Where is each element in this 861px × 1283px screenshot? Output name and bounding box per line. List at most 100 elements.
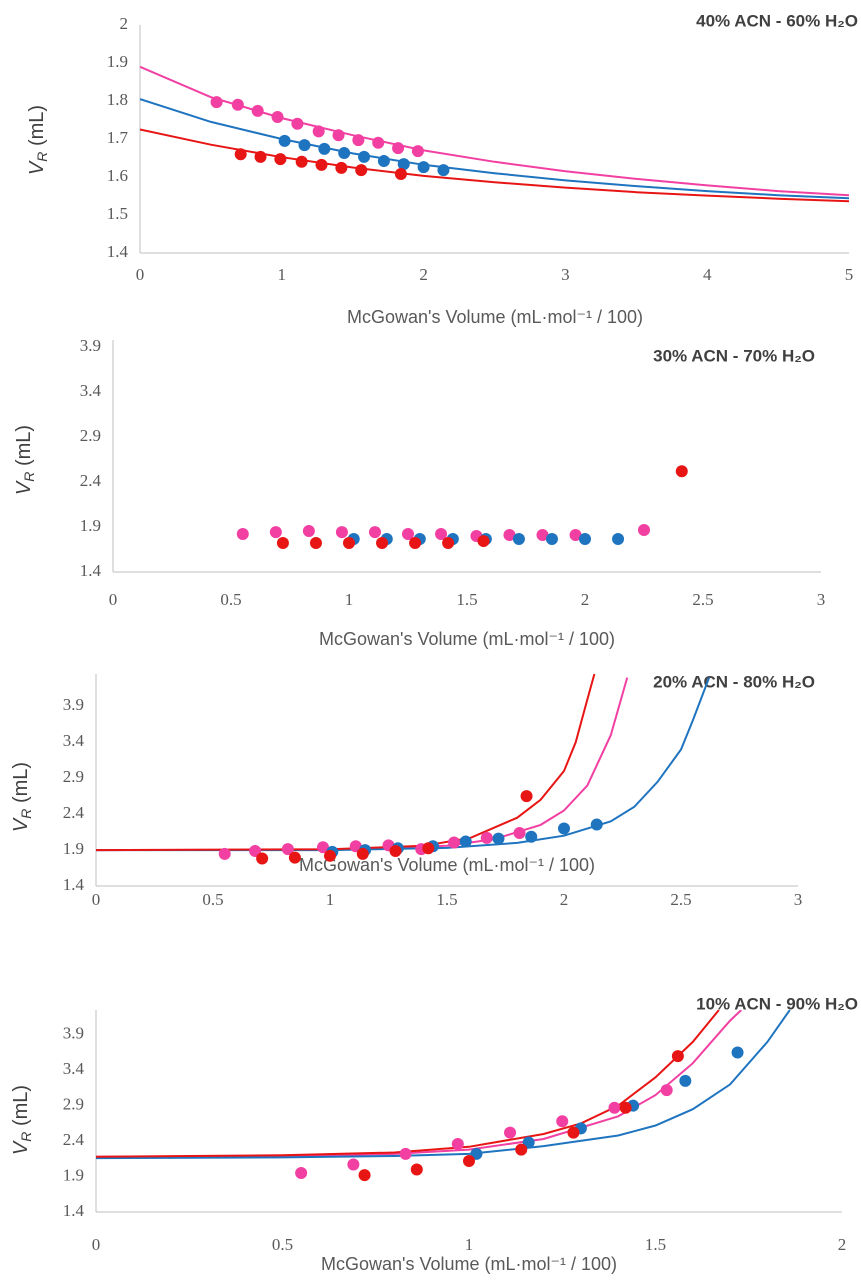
data-point	[504, 1126, 517, 1139]
x-tick-label: 0.5	[202, 890, 223, 909]
y-label-unit: (mL)	[26, 105, 48, 152]
y-tick-label: 1.7	[107, 128, 129, 147]
y-tick-label: 2.9	[80, 426, 101, 445]
data-point	[254, 150, 267, 163]
data-point	[231, 98, 244, 111]
data-point	[269, 526, 282, 539]
data-point	[338, 147, 351, 160]
data-point	[312, 125, 325, 138]
y-label-symbol: V	[10, 1140, 32, 1155]
x-tick-label: 0.5	[272, 1235, 293, 1254]
data-point	[358, 150, 371, 163]
data-point	[347, 1158, 360, 1171]
fit-line	[140, 98, 849, 200]
data-point	[288, 851, 301, 864]
x-tick-label: 1	[465, 1235, 474, 1254]
x-tick-label: 2	[419, 265, 428, 284]
x-axis-label: McGowan's Volume (mL·mol⁻¹ / 100)	[319, 629, 615, 649]
data-point	[567, 1126, 580, 1139]
fit-line	[96, 674, 596, 852]
data-point	[355, 164, 368, 177]
x-tick-label: 0.5	[220, 590, 241, 609]
data-point	[256, 852, 269, 865]
data-point	[459, 835, 472, 848]
data-point	[397, 158, 410, 171]
data-point	[520, 790, 533, 803]
y-label-subscript: R	[18, 1132, 34, 1142]
data-point	[470, 1147, 483, 1160]
data-point	[463, 1154, 475, 1167]
y-tick-label: 1.4	[63, 875, 85, 894]
fit-line	[96, 677, 711, 852]
data-point	[372, 136, 385, 149]
y-label-symbol: V	[26, 160, 48, 175]
data-point	[422, 842, 435, 855]
data-point	[608, 1101, 621, 1114]
x-tick-label: 3	[561, 265, 570, 284]
data-point	[278, 134, 291, 147]
data-point	[394, 167, 407, 180]
data-point	[349, 840, 362, 853]
data-point	[536, 529, 549, 542]
data-point	[295, 1167, 308, 1180]
x-tick-label: 5	[845, 265, 854, 284]
chart-title: 40% ACN - 60% H₂O	[696, 11, 858, 30]
data-point	[579, 532, 591, 545]
data-point	[402, 528, 414, 541]
y-tick-label: 3.9	[63, 1024, 84, 1043]
data-point	[343, 537, 355, 550]
data-point	[276, 537, 289, 550]
data-point	[545, 532, 558, 545]
y-label-unit: (mL)	[10, 762, 32, 809]
y-tick-label: 1.9	[80, 516, 101, 535]
y-label-symbol: V	[13, 480, 35, 495]
y-tick-label: 1.9	[107, 52, 128, 71]
data-point	[410, 1163, 423, 1176]
data-point	[442, 537, 455, 550]
chart: 1.4 1.5 1.6 1.7 1.8 1.9 2 0 1 2 3 4 5 McGowan's Volum…	[26, 11, 858, 326]
y-tick-label: 3.4	[63, 1059, 85, 1078]
data-point	[679, 1074, 692, 1087]
data-point	[638, 524, 650, 537]
data-point	[503, 529, 516, 542]
data-point	[399, 1147, 412, 1160]
y-tick-label: 3.9	[63, 695, 84, 714]
y-tick-label: 1.9	[63, 839, 84, 858]
data-point	[437, 164, 450, 177]
y-tick-label: 3.4	[63, 731, 85, 750]
data-point	[480, 831, 493, 844]
y-label-subscript: R	[34, 152, 50, 162]
data-point	[417, 161, 430, 174]
chart-title: 10% ACN - 90% H₂O	[696, 994, 858, 1013]
data-point	[569, 529, 582, 542]
data-point	[435, 528, 448, 541]
data-point	[298, 139, 311, 152]
y-tick-label: 1.4	[107, 242, 129, 261]
data-point	[291, 117, 304, 130]
x-tick-label: 1	[345, 590, 354, 609]
data-point	[295, 155, 308, 168]
x-tick-label: 0	[109, 590, 118, 609]
data-point	[271, 110, 284, 123]
chart: 1.4 1.9 2.4 2.9 3.4 3.9 0 0.5 1 1.5 2 2.5 3 McGowan's…	[10, 672, 815, 908]
fit-line	[96, 1010, 791, 1160]
x-tick-label: 1.5	[456, 590, 477, 609]
data-point	[210, 96, 223, 109]
fit-line	[96, 677, 629, 852]
y-label-subscript: R	[21, 472, 37, 482]
data-point	[451, 1137, 464, 1150]
data-point	[671, 1050, 684, 1063]
y-axis-label: VR (mL)	[26, 105, 49, 175]
y-tick-label: 1.6	[107, 166, 128, 185]
data-point	[358, 1169, 371, 1182]
x-tick-label: 2	[838, 1235, 847, 1254]
data-point	[218, 847, 231, 860]
y-tick-label: 1.4	[63, 1201, 85, 1220]
y-tick-label: 2.4	[80, 471, 102, 490]
chart: 1.4 1.9 2.4 2.9 3.4 3.9 0 0.5 1 1.5 2 2.5 3 McGowan's…	[13, 336, 825, 649]
data-point	[274, 153, 287, 166]
data-point	[477, 535, 490, 548]
data-point	[335, 161, 348, 174]
x-axis-label: McGowan's Volume (mL·mol⁻¹ / 100)	[299, 855, 595, 875]
y-tick-label: 1.8	[107, 90, 128, 109]
